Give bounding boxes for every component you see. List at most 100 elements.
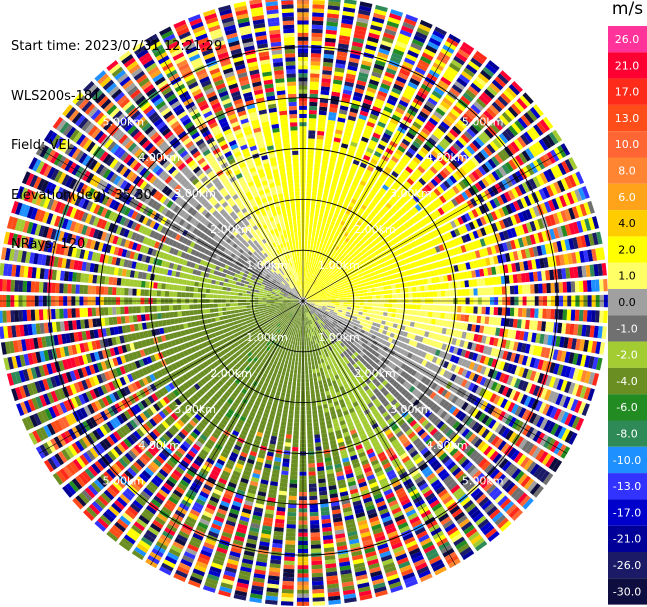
velocity-gate <box>326 173 333 179</box>
velocity-gate <box>400 206 408 214</box>
velocity-gate <box>481 258 487 267</box>
velocity-gate <box>335 245 340 251</box>
velocity-gate <box>338 224 344 230</box>
velocity-gate <box>358 273 363 278</box>
velocity-gate <box>333 195 339 202</box>
velocity-gate <box>481 91 493 103</box>
velocity-gate <box>290 471 298 476</box>
velocity-gate <box>309 336 313 341</box>
velocity-gate <box>359 276 365 281</box>
velocity-gate <box>477 288 482 296</box>
velocity-gate <box>371 187 379 194</box>
velocity-gate <box>312 4 325 9</box>
velocity-gate <box>294 410 300 415</box>
velocity-gate <box>337 269 342 274</box>
velocity-gate <box>330 186 336 192</box>
velocity-gate <box>291 389 296 395</box>
velocity-gate <box>377 143 386 151</box>
velocity-gate <box>473 306 478 314</box>
velocity-gate <box>461 289 466 296</box>
velocity-gate <box>325 223 330 228</box>
velocity-gate <box>489 199 497 209</box>
velocity-gate <box>322 243 326 249</box>
velocity-gate <box>417 150 427 158</box>
velocity-gate <box>400 157 409 165</box>
velocity-gate <box>322 218 327 223</box>
velocity-gate <box>328 111 337 117</box>
velocity-gate <box>290 463 298 468</box>
velocity-gate <box>304 293 307 298</box>
velocity-gate <box>366 313 371 317</box>
velocity-gate <box>306 337 309 342</box>
velocity-gate <box>330 291 335 295</box>
velocity-gate <box>310 203 316 209</box>
velocity-gate <box>380 208 387 215</box>
velocity-gate <box>419 210 427 218</box>
velocity-gate <box>313 224 317 229</box>
velocity-gate <box>357 314 363 318</box>
velocity-gate <box>321 276 326 281</box>
velocity-gate <box>280 601 294 606</box>
velocity-gate <box>320 425 326 430</box>
velocity-gate <box>344 259 350 264</box>
velocity-gate <box>381 79 392 87</box>
velocity-gate <box>308 475 316 480</box>
velocity-gate <box>305 370 309 375</box>
velocity-gate <box>402 21 415 30</box>
velocity-gate <box>308 122 316 127</box>
velocity-gate <box>484 277 490 286</box>
velocity-gate <box>310 288 314 292</box>
velocity-gate <box>307 357 311 362</box>
velocity-gate <box>346 119 356 126</box>
velocity-gate <box>324 280 329 284</box>
velocity-gate <box>312 409 318 415</box>
velocity-gate <box>324 143 331 149</box>
velocity-gate <box>294 365 298 370</box>
velocity-gate <box>355 291 360 294</box>
velocity-gate <box>472 279 478 287</box>
velocity-gate <box>307 285 310 290</box>
velocity-gate <box>338 271 344 276</box>
velocity-gate <box>576 220 584 233</box>
velocity-gate <box>370 284 375 288</box>
velocity-gate <box>408 269 414 275</box>
velocity-gate <box>348 61 359 68</box>
velocity-gate <box>410 42 423 51</box>
velocity-gate <box>340 249 345 255</box>
velocity-gate <box>315 351 319 357</box>
velocity-gate <box>377 121 386 128</box>
velocity-gate <box>310 65 321 70</box>
velocity-gate <box>313 285 317 290</box>
velocity-gate <box>326 270 331 275</box>
velocity-gate <box>416 292 421 298</box>
velocity-gate <box>321 271 326 276</box>
velocity-gate <box>425 100 436 110</box>
velocity-gate <box>352 133 361 140</box>
velocity-gate <box>311 564 323 570</box>
velocity-gate <box>449 145 459 155</box>
velocity-gate <box>357 227 364 233</box>
velocity-gate <box>300 329 303 334</box>
velocity-gate <box>287 507 297 513</box>
velocity-gate <box>372 67 384 75</box>
velocity-gate <box>343 306 348 309</box>
velocity-gate <box>317 359 322 365</box>
velocity-gate <box>342 288 347 292</box>
velocity-gate <box>366 165 374 172</box>
velocity-gate <box>517 117 528 129</box>
velocity-gate <box>373 250 379 256</box>
velocity-gate <box>516 97 528 110</box>
velocity-gate <box>308 228 313 233</box>
velocity-gate <box>529 234 536 245</box>
velocity-gate <box>493 255 499 265</box>
velocity-gate <box>394 79 405 88</box>
velocity-gate <box>395 313 400 319</box>
velocity-gate <box>526 284 531 294</box>
velocity-gate <box>444 282 449 289</box>
velocity-gate <box>356 122 365 129</box>
velocity-gate <box>343 264 348 269</box>
velocity-gate <box>446 241 453 249</box>
velocity-gate <box>403 245 410 252</box>
velocity-gate <box>310 282 313 287</box>
velocity-gate <box>455 255 461 264</box>
